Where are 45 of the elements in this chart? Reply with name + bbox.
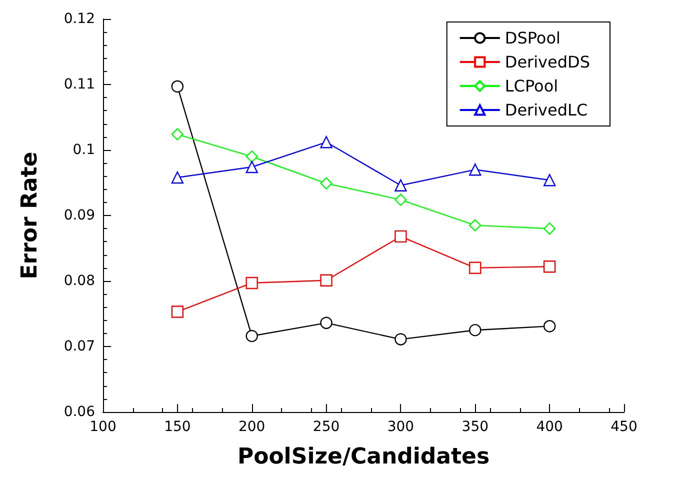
legend-label: DerivedDS: [504, 52, 590, 72]
point: [394, 194, 407, 206]
legend-label: DSPool: [504, 28, 560, 48]
legend-label: DerivedLC: [504, 100, 588, 120]
point: [394, 333, 407, 346]
y-tick-label: 0.12: [64, 11, 95, 27]
y-tick-label: 0.07: [64, 338, 95, 354]
point: [171, 306, 184, 318]
point: [171, 171, 184, 184]
x-tick-label: 200: [238, 419, 266, 435]
point: [469, 262, 482, 274]
point: [171, 80, 184, 93]
x-tick-label: 350: [462, 419, 489, 435]
point: [394, 230, 407, 243]
x-tick-label: 100: [90, 419, 116, 435]
y-axis-title: Error Rate: [18, 152, 42, 280]
point: [543, 260, 556, 273]
point: [246, 150, 258, 163]
point: [246, 160, 258, 174]
y-tick-label: 0.06: [64, 404, 96, 420]
point: [246, 330, 258, 342]
point: [171, 128, 184, 140]
point: [543, 174, 556, 186]
point: [469, 219, 482, 232]
x-tick-label: 150: [164, 419, 191, 435]
y-tick-label: 0.09: [64, 208, 95, 224]
x-tick-label: 300: [387, 419, 414, 435]
y-tick-label: 0.11: [64, 76, 95, 92]
point: [543, 222, 556, 235]
x-tick-label: 250: [312, 419, 340, 435]
point: [394, 179, 407, 192]
point: [543, 320, 556, 332]
point: [469, 164, 482, 176]
y-tick-label: 0.1: [72, 142, 95, 158]
point: [320, 136, 332, 148]
y-tick-label: 0.08: [64, 273, 95, 289]
legend-label: LCPool: [504, 76, 558, 96]
point: [320, 316, 332, 330]
x-tick-label: 450: [610, 419, 638, 435]
point: [246, 276, 258, 290]
x-tick-label: 400: [536, 419, 563, 435]
point: [320, 177, 332, 190]
point: [320, 274, 332, 286]
point: [469, 324, 482, 336]
x-axis-title: PoolSize/Candidates: [237, 444, 490, 470]
